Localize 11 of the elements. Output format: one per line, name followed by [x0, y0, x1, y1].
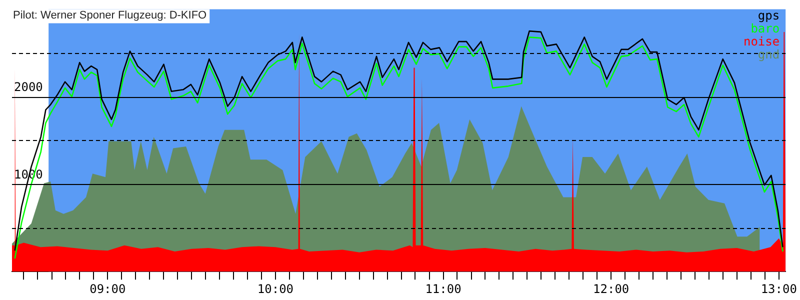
x-tick-label: 10:00	[257, 282, 294, 296]
x-tick-label: 13:00	[760, 282, 797, 296]
x-tick-label: 11:00	[425, 282, 462, 296]
series-label: noise	[743, 34, 780, 48]
x-tick-label: 12:00	[593, 282, 630, 296]
text: baro	[750, 21, 780, 36]
x-tick-label: 09:00	[90, 282, 126, 296]
y-tick-label: 2000	[14, 80, 43, 94]
text: gnd	[758, 47, 780, 62]
text: gps	[758, 8, 780, 22]
chart-title: Pilot: Werner Sponer Flugzeug: D-KIFO	[13, 10, 208, 22]
